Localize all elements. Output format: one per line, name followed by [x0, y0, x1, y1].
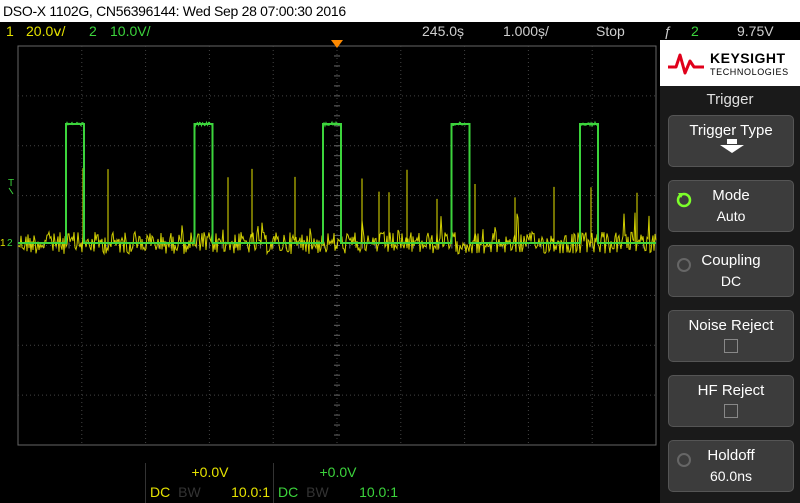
brand-name: KEYSIGHT: [710, 50, 786, 66]
hf-reject-softkey[interactable]: HF Reject: [668, 375, 794, 427]
knob-icon: [677, 258, 691, 272]
knob-icon: [676, 192, 692, 208]
ch2-number[interactable]: 2: [89, 23, 97, 39]
arrow-down-icon-head: [720, 145, 744, 153]
ch2-scale[interactable]: 10.0V/: [110, 23, 151, 39]
softkey-label: Mode: [712, 187, 750, 204]
holdoff-softkey[interactable]: Holdoff 60.0ns: [668, 440, 794, 492]
ch1-probe: 10.0:1: [231, 484, 270, 500]
ch1-number[interactable]: 1: [6, 23, 14, 39]
ch1-scale[interactable]: 20.0ⅴ/: [26, 23, 66, 39]
ch2-coupling: DC: [278, 484, 299, 500]
channel-info-bar: +0.0V DC BW 10.0:1 +0.0V DC BW 10.0:1: [0, 463, 660, 503]
ch2-info[interactable]: +0.0V DC BW 10.0:1: [273, 463, 402, 503]
softkey-label: HF Reject: [697, 382, 765, 399]
softkey-label: Noise Reject: [688, 317, 774, 334]
run-state[interactable]: Stop: [596, 23, 625, 39]
trigger-edge-icon: ƒ: [664, 23, 672, 39]
ch1-offset: +0.0V: [191, 464, 229, 480]
softkey-panel: KEYSIGHT TECHNOLOGIES Trigger Trigger Ty…: [660, 40, 800, 503]
waveform-graticule: T 1 2: [0, 40, 657, 446]
keysight-wave-icon: [668, 53, 704, 75]
ch1-coupling: DC: [150, 484, 171, 500]
time-position[interactable]: 245.0ș: [422, 23, 465, 39]
svg-text:2: 2: [7, 238, 13, 249]
svg-text:1: 1: [0, 238, 6, 249]
checkbox-icon[interactable]: [724, 339, 738, 353]
softkey-value: DC: [720, 273, 742, 289]
softkey-label: Coupling: [701, 252, 761, 269]
svg-text:T: T: [8, 178, 14, 189]
time-scale[interactable]: 1.000ș/: [503, 23, 549, 39]
trigger-type-softkey[interactable]: Trigger Type: [668, 115, 794, 167]
arrow-down-icon: [727, 139, 737, 144]
ch2-bw-limit: BW: [306, 484, 329, 500]
instrument-title: DSO-X 1102G, CN56396144: Wed Sep 28 07:0…: [3, 3, 346, 19]
ch1-bw-limit: BW: [178, 484, 201, 500]
brand-logo: KEYSIGHT TECHNOLOGIES: [660, 40, 800, 86]
softkey-label: Holdoff: [707, 447, 755, 464]
ch2-offset: +0.0V: [319, 464, 357, 480]
trigger-source[interactable]: 2: [691, 23, 699, 39]
status-bar: 1 20.0ⅴ/ 2 10.0V/ 245.0ș 1.000ș/ Stop ƒ …: [0, 22, 800, 40]
menu-title: Trigger: [706, 91, 754, 108]
mode-softkey[interactable]: Mode Auto: [668, 180, 794, 232]
noise-reject-softkey[interactable]: Noise Reject: [668, 310, 794, 362]
title-bar: DSO-X 1102G, CN56396144: Wed Sep 28 07:0…: [0, 0, 800, 22]
softkey-value: 60.0ns: [709, 468, 753, 484]
softkey-value: Auto: [716, 208, 746, 224]
softkey-label: Trigger Type: [689, 122, 773, 139]
knob-icon: [677, 453, 691, 467]
brand-sub: TECHNOLOGIES: [710, 67, 789, 77]
coupling-softkey[interactable]: Coupling DC: [668, 245, 794, 297]
ch2-probe: 10.0:1: [359, 484, 398, 500]
checkbox-icon[interactable]: [724, 404, 738, 418]
trigger-level[interactable]: 9.75V: [737, 23, 774, 39]
ch1-info[interactable]: +0.0V DC BW 10.0:1: [145, 463, 274, 503]
